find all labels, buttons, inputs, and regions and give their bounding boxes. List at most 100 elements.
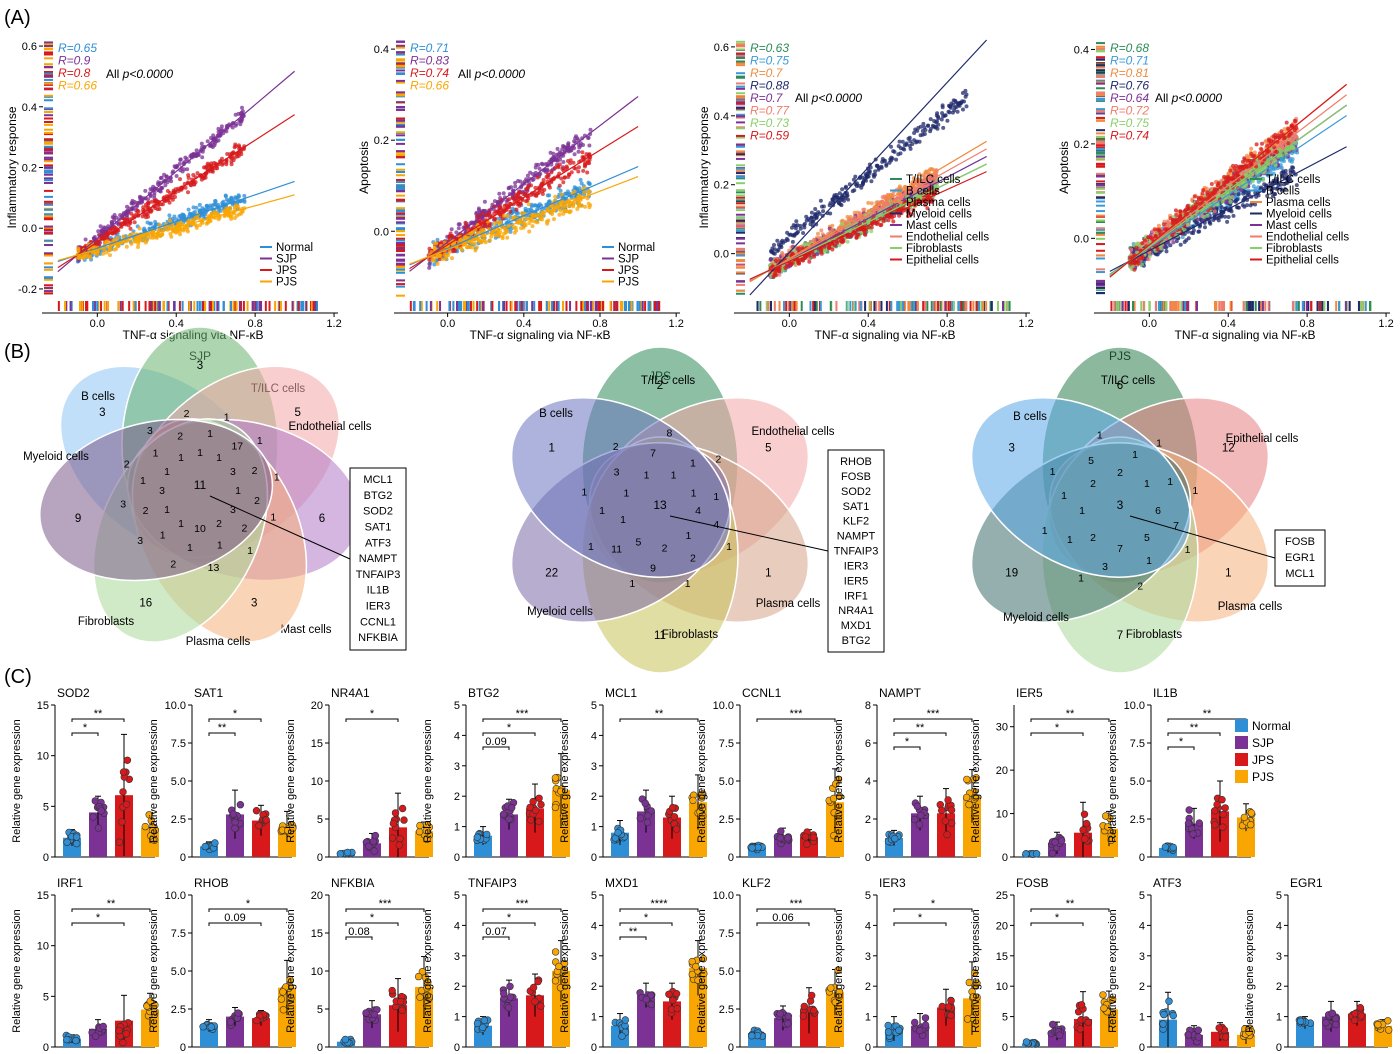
data-point (470, 245, 475, 250)
data-point (581, 168, 586, 173)
rug-mark-x (648, 301, 651, 311)
data-point (229, 162, 234, 167)
data-point (232, 216, 237, 221)
rug-mark-y (44, 179, 53, 182)
data-point (964, 104, 969, 109)
data-point (219, 124, 224, 129)
rug-mark-y (736, 167, 745, 170)
data-point (129, 211, 134, 216)
rug-mark-y (44, 152, 53, 155)
rug-mark-y (44, 213, 53, 216)
x-tick-label: 1.2 (669, 318, 684, 330)
data-point (113, 230, 118, 235)
rug-mark-x (81, 301, 84, 311)
rug-mark-y (44, 99, 53, 102)
panel-label-b: (B) (4, 341, 31, 363)
data-point (538, 216, 543, 221)
data-point (459, 246, 463, 251)
rug-mark-y (396, 221, 405, 224)
rug-mark-y (736, 134, 745, 137)
data-point (242, 193, 247, 198)
y-axis-label: Inflammatory response (5, 106, 19, 228)
data-point (537, 202, 542, 207)
rug-mark-y (44, 72, 53, 75)
legend-label: JPS (618, 265, 639, 277)
rug-mark-x (64, 301, 67, 311)
rug-mark-y (396, 59, 405, 62)
data-point (521, 192, 526, 197)
rug-mark-x (590, 301, 593, 311)
rug-mark-y (736, 87, 745, 90)
rug-mark-x (957, 301, 960, 311)
rug-mark-x (916, 301, 919, 311)
rug-mark-x (456, 301, 459, 311)
rug-mark-y (736, 229, 745, 232)
rug-mark-x (864, 301, 867, 311)
rug-mark-x (913, 301, 916, 311)
rug-mark-x (978, 301, 981, 311)
data-point (559, 192, 564, 197)
rug-mark-x (878, 301, 881, 311)
rug-mark-y (396, 168, 405, 171)
data-point (239, 211, 244, 216)
rug-mark-y (736, 196, 745, 199)
rug-mark-y (44, 290, 53, 293)
rug-mark-x (952, 301, 955, 311)
data-point (954, 100, 958, 105)
data-point (213, 166, 218, 171)
data-point (427, 261, 432, 266)
data-point (921, 121, 926, 126)
rug-mark-x (613, 301, 616, 311)
rug-mark-x (491, 301, 494, 311)
data-point (850, 189, 855, 194)
data-point (842, 198, 846, 203)
rug-mark-y (736, 92, 745, 95)
data-point (201, 176, 206, 181)
data-point (167, 213, 172, 218)
data-point (136, 209, 141, 214)
rug-mark-y (396, 283, 405, 286)
data-point (137, 226, 142, 231)
data-point (563, 145, 567, 150)
rug-mark-x (419, 301, 422, 311)
data-point (165, 198, 170, 203)
data-point (545, 193, 550, 198)
rug-mark-x (873, 301, 876, 311)
rug-mark-x (819, 301, 822, 311)
rug-mark-y (396, 217, 405, 220)
rug-mark-x (314, 301, 317, 311)
data-point (582, 164, 587, 169)
rug-mark-y (736, 60, 745, 63)
rug-mark-x (476, 301, 479, 311)
rug-mark-x (898, 301, 901, 311)
data-point (869, 229, 874, 234)
data-point (809, 210, 814, 215)
data-point (427, 265, 432, 270)
data-point (498, 220, 503, 225)
data-point (869, 179, 874, 184)
rug-mark-y (396, 184, 405, 187)
rug-mark-x (869, 301, 872, 311)
rug-mark-y (736, 62, 745, 65)
rug-mark-y (44, 181, 53, 184)
rug-mark-y (396, 242, 405, 245)
data-point (234, 122, 239, 126)
rug-mark-y (736, 45, 745, 48)
rug-mark-y (396, 79, 405, 82)
data-point (585, 170, 590, 175)
data-point (497, 232, 502, 237)
data-point (557, 212, 562, 217)
data-point (821, 209, 826, 214)
rug-mark-x (859, 301, 862, 311)
data-point (185, 167, 190, 172)
data-point (575, 136, 580, 141)
data-point (576, 149, 581, 154)
data-point (199, 141, 204, 146)
y-tick-label: 0.0 (374, 226, 389, 238)
data-point (224, 206, 229, 211)
legend-label: Normal (618, 242, 655, 254)
rug-mark-y (44, 82, 53, 85)
r-value-pjs: R=0.66 (410, 79, 449, 93)
data-point (780, 238, 785, 243)
